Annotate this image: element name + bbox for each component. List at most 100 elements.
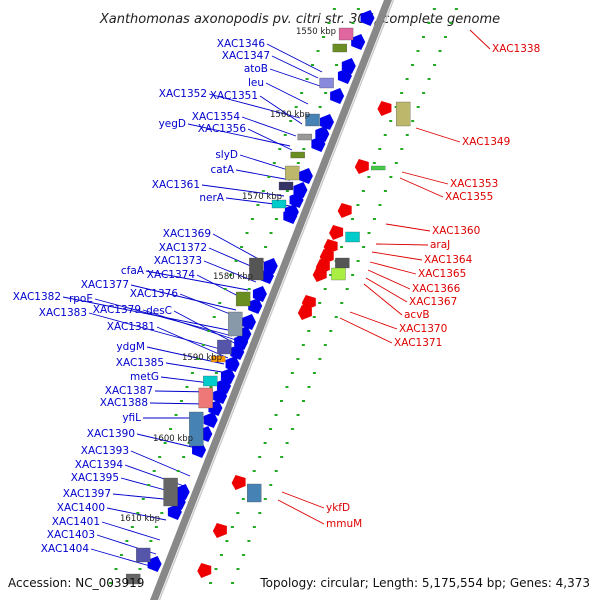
- tick-mark-3-232: [367, 232, 371, 234]
- connector-acvB: [363, 283, 403, 316]
- tick-mark-0-554: [119, 554, 123, 556]
- tick-mark-0-162: [272, 162, 276, 164]
- tick-mark-0-78: [305, 78, 309, 80]
- tick-mark-2-316: [312, 316, 316, 318]
- tick-mark-2-36: [421, 36, 425, 38]
- forward-gene-31: [167, 504, 182, 520]
- connector-XAC1379: [142, 309, 237, 341]
- forward-gene-0: [360, 10, 375, 26]
- tick-mark-3-274: [351, 274, 355, 276]
- connector-XAC1388: [149, 402, 207, 405]
- connector-cfaA: [145, 270, 249, 291]
- connector-XAC1351: [259, 95, 303, 125]
- tick-mark-0-274: [229, 274, 233, 276]
- connector-XAC1393: [130, 450, 191, 477]
- reverse-gene-0: [377, 101, 392, 116]
- connector-XAC1361: [201, 184, 285, 197]
- connector-XAC1346: [266, 43, 323, 73]
- tick-mark-0-260: [234, 260, 238, 262]
- gene-label-XAC1374: XAC1374: [147, 269, 196, 281]
- feature-block-18: [136, 547, 151, 563]
- forward-gene-20: [230, 344, 245, 360]
- tick-mark-2-288: [323, 288, 327, 290]
- connector-XAC1356: [247, 128, 293, 151]
- gene-label-XAC1383: XAC1383: [39, 307, 87, 319]
- tick-mark-0-22: [327, 22, 331, 24]
- gene-label-XAC1394: XAC1394: [75, 459, 124, 471]
- tick-mark-3-288: [345, 288, 349, 290]
- topology-label: Topology: circular; Length: 5,175,554 bp…: [259, 576, 590, 590]
- tick-mark-3-92: [422, 92, 426, 94]
- gene-label-XAC1395: XAC1395: [71, 472, 119, 484]
- tick-mark-0-36: [321, 36, 325, 38]
- gene-label-yegD: yegD: [159, 118, 186, 130]
- connector-XAC1385: [165, 362, 223, 373]
- tick-mark-3-540: [247, 540, 251, 542]
- reverse-gene-10: [231, 475, 246, 490]
- connector-lines: [62, 29, 491, 567]
- gene-label-XAC1400: XAC1400: [57, 502, 105, 514]
- tick-mark-3-554: [241, 554, 245, 556]
- reverse-gene-7: [312, 267, 327, 282]
- tick-mark-1-246: [264, 246, 268, 248]
- gene-label-XAC1367: XAC1367: [409, 296, 457, 308]
- tick-mark-0-512: [136, 512, 140, 514]
- forward-gene-4: [330, 88, 345, 104]
- gene-label-XAC1390: XAC1390: [87, 428, 135, 440]
- connector-XAC1371: [339, 317, 393, 344]
- connector-XAC1373: [203, 260, 257, 283]
- gene-label-XAC1338: XAC1338: [492, 43, 540, 55]
- scale-tick-2: 1570 kbp: [242, 192, 282, 202]
- gene-label-XAC1356: XAC1356: [198, 123, 247, 135]
- tick-mark-2-330: [307, 330, 311, 332]
- tick-mark-2-148: [378, 148, 382, 150]
- feature-block-19: [125, 573, 141, 585]
- tick-mark-2-50: [416, 50, 420, 52]
- connector-XAC1355: [399, 177, 444, 198]
- tick-mark-1-232: [269, 232, 273, 234]
- tick-mark-1-106: [318, 106, 322, 108]
- tick-mark-3-372: [312, 372, 316, 374]
- tick-mark-3-316: [334, 316, 338, 318]
- connector-XAC1401: [101, 521, 161, 541]
- gene-label-XAC1349: XAC1349: [462, 136, 510, 148]
- gene-label-desC: desC: [146, 305, 172, 317]
- tick-mark-2-120: [389, 120, 393, 122]
- tick-mark-3-330: [329, 330, 333, 332]
- tick-mark-0-358: [196, 358, 200, 360]
- scale-tick-1: 1560 kbp: [270, 110, 310, 120]
- tick-mark-3-582: [231, 582, 235, 584]
- tick-mark-2-246: [340, 246, 344, 248]
- reverse-block-3: [331, 267, 346, 281]
- gene-label-XAC1365: XAC1365: [418, 268, 466, 280]
- gene-label-XAC1369: XAC1369: [163, 228, 211, 240]
- connector-XAC1347: [271, 55, 319, 79]
- tick-mark-0-50: [316, 50, 320, 52]
- feature-block-10: [235, 291, 251, 307]
- tick-mark-1-372: [214, 372, 218, 374]
- gene-label-XAC1351: XAC1351: [210, 90, 258, 102]
- tick-mark-2-92: [400, 92, 404, 94]
- tick-mark-3-358: [318, 358, 322, 360]
- tick-mark-3-442: [285, 442, 289, 444]
- gene-label-catA: catA: [210, 164, 234, 176]
- feature-block-15: [198, 387, 213, 409]
- tick-mark-0-148: [278, 148, 282, 150]
- gene-label-XAC1397: XAC1397: [63, 488, 111, 500]
- gene-label-XAC1376: XAC1376: [130, 288, 179, 300]
- tick-mark-3-36: [443, 36, 447, 38]
- tick-mark-2-344: [301, 344, 305, 346]
- accession-label: Accession: NC_003919: [8, 576, 144, 590]
- connector-XAC1404: [90, 548, 151, 567]
- forward-gene-16: [248, 298, 263, 314]
- tick-mark-2-428: [269, 428, 273, 430]
- tick-mark-2-470: [252, 470, 256, 472]
- scale-ticks: 1550 kbp 1560 kbp 1570 kbp 1580 kbp 1590 kbp…: [120, 27, 336, 524]
- gene-label-XAC1353: XAC1353: [450, 178, 498, 190]
- connector-mmuM: [277, 499, 325, 525]
- tick-mark-1-8: [356, 8, 360, 10]
- tick-mark-0-204: [256, 204, 260, 206]
- tick-mark-3-218: [372, 218, 376, 220]
- tick-mark-1-22: [351, 22, 355, 24]
